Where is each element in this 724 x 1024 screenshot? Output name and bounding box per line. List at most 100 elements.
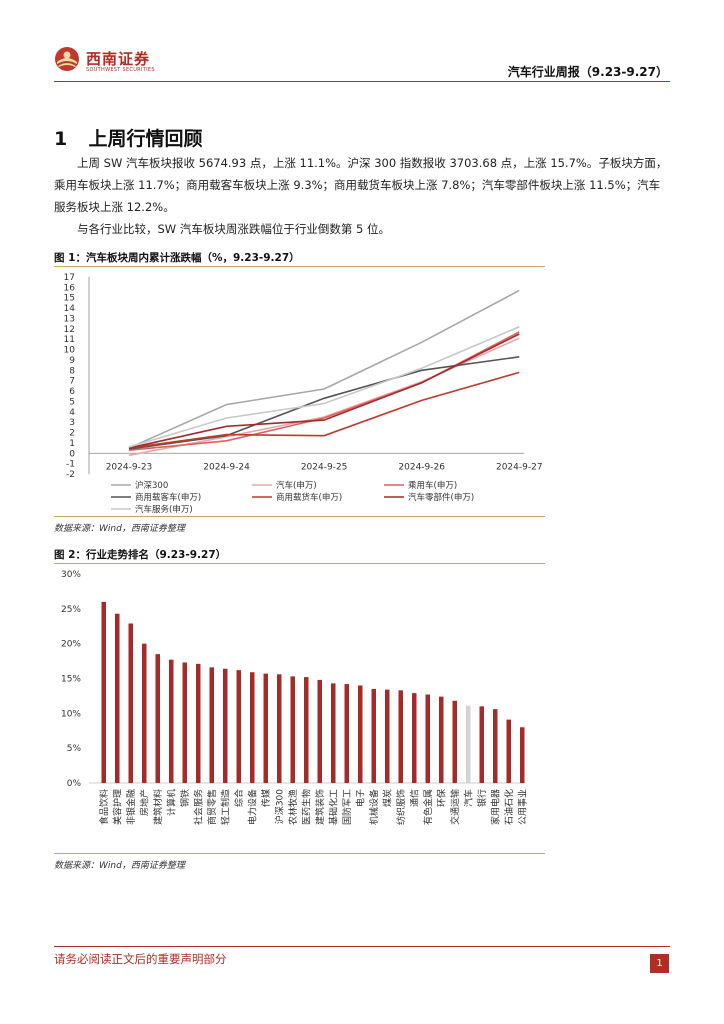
bar <box>250 672 255 783</box>
series-line-2 <box>128 331 520 451</box>
x-tick-label: 建筑材料 <box>152 789 164 825</box>
legend-label: 乘用车(申万) <box>408 480 457 491</box>
y-tick-label: -2 <box>66 470 75 480</box>
x-tick-label: 轻工制造 <box>219 789 231 825</box>
y-tick-label: 25% <box>61 605 81 615</box>
x-tick-label: 2024-9-25 <box>301 462 348 472</box>
x-tick-label: 2024-9-27 <box>496 462 543 472</box>
x-tick-label: 交通运输 <box>449 789 461 825</box>
y-tick-label: 16 <box>64 283 76 293</box>
x-tick-label: 社会服务 <box>192 789 204 825</box>
bar <box>169 659 174 783</box>
y-tick-label: 5% <box>67 744 82 754</box>
y-tick-label: 14 <box>64 304 76 314</box>
figure1-top-rule <box>54 266 545 267</box>
series-line-4 <box>128 371 520 449</box>
page-number: 1 <box>650 954 669 973</box>
y-tick-label: 10 <box>64 346 76 356</box>
brand-name: 西南证券 <box>86 50 151 68</box>
footer-disclaimer: 请务必阅读正文后的重要声明部分 <box>54 952 227 966</box>
y-tick-label: 5 <box>69 397 75 407</box>
bar <box>439 696 444 783</box>
x-tick-label: 纺织服饰 <box>395 789 407 825</box>
x-tick-label: 银行 <box>476 789 488 807</box>
bar <box>331 683 336 783</box>
bar <box>223 668 228 783</box>
x-tick-label: 房地产 <box>138 789 150 816</box>
section-heading: 1 上周行情回顾 <box>54 124 203 151</box>
bar <box>385 689 390 783</box>
bar <box>142 643 147 783</box>
y-tick-label: 10% <box>61 709 81 719</box>
figure1-title: 图 1：汽车板块周内累计涨跌幅（%，9.23-9.27） <box>54 252 300 264</box>
x-tick-label: 有色金属 <box>422 789 434 825</box>
x-tick-label: 基础化工 <box>327 789 339 825</box>
bar <box>101 601 106 783</box>
y-tick-label: 6 <box>69 387 75 397</box>
bar <box>155 654 160 783</box>
x-tick-label: 传媒 <box>260 789 272 807</box>
x-tick-label: 机械设备 <box>368 789 380 825</box>
bar <box>317 679 322 783</box>
x-tick-label: 通信 <box>408 789 420 807</box>
bar <box>358 685 363 783</box>
x-tick-label: 石油石化 <box>503 789 515 825</box>
y-tick-label: 15 <box>64 294 75 304</box>
x-tick-label: 美容护理 <box>111 789 123 825</box>
bar <box>412 693 417 783</box>
paragraph-ranking: 与各行业比较，SW 汽车板块周涨跌幅位于行业倒数第 5 位。 <box>77 222 390 236</box>
y-tick-label: 9 <box>69 356 75 366</box>
report-title: 汽车行业周报（9.23-9.27） <box>507 65 668 79</box>
y-tick-label: 3 <box>69 418 75 428</box>
bar <box>479 706 484 783</box>
y-tick-label: 2 <box>69 429 75 439</box>
y-tick-label: 12 <box>64 325 75 335</box>
footer-rule <box>54 946 670 947</box>
figure2-top-rule <box>54 563 545 564</box>
legend-label: 汽车(申万) <box>276 480 317 491</box>
y-tick-label: 13 <box>64 314 75 324</box>
bar <box>182 662 187 783</box>
x-tick-label: 计算机 <box>165 789 177 816</box>
x-tick-label: 电子 <box>354 789 366 807</box>
bar-chart: 0% 5% 10% 15% 20% 25% 30% 食品饮料 美容护理 非银金融 房地产 建筑材料 计算… <box>61 570 528 825</box>
figure2-bottom-rule <box>54 853 545 854</box>
series-line-6 <box>128 326 520 448</box>
x-tick-label: 钢铁 <box>179 789 191 807</box>
bar <box>236 670 241 783</box>
x-tick-label: 电力设备 <box>246 789 258 825</box>
header-rule <box>54 81 670 82</box>
bar <box>371 688 376 783</box>
x-tick-label: 农林牧渔 <box>287 789 299 825</box>
x-tick-label: 2024-9-26 <box>398 462 445 472</box>
legend-label: 汽车零部件(申万) <box>408 492 474 503</box>
bar <box>290 676 295 783</box>
section-number: 1 <box>54 128 68 150</box>
x-tick-label: 2024-9-23 <box>106 462 153 472</box>
x-tick-label: 医药生物 <box>300 789 312 825</box>
x-tick-label: 综合 <box>233 789 245 807</box>
y-tick-label: 1 <box>69 439 75 449</box>
figure1-bottom-rule <box>54 516 545 517</box>
x-tick-label: 家用电器 <box>489 789 501 825</box>
y-tick-label: 8 <box>69 366 75 376</box>
paragraph-summary: 上周 SW 汽车板块报收 5674.93 点，上涨 11.1%。沪深 300 指… <box>54 156 668 214</box>
bar <box>209 667 214 783</box>
y-tick-label: -1 <box>66 460 75 470</box>
x-tick-label: 环保 <box>435 789 447 807</box>
legend-label: 商用载客车(申万) <box>135 492 201 503</box>
x-tick-label: 沪深300 <box>273 789 285 824</box>
x-tick-label: 食品饮料 <box>98 789 110 825</box>
bar <box>452 700 457 783</box>
x-tick-label: 非银金融 <box>125 789 137 825</box>
bar <box>466 705 471 783</box>
x-tick-label: 汽车 <box>462 789 474 807</box>
figure2-source: 数据来源：Wind，西南证券整理 <box>54 861 185 871</box>
x-tick-label: 煤炭 <box>381 789 393 807</box>
bar <box>115 613 120 783</box>
brand-subtitle: SOUTHWEST SECURITIES <box>86 67 155 73</box>
bar <box>506 719 511 783</box>
y-tick-label: 15% <box>61 675 81 685</box>
bar <box>304 677 309 783</box>
